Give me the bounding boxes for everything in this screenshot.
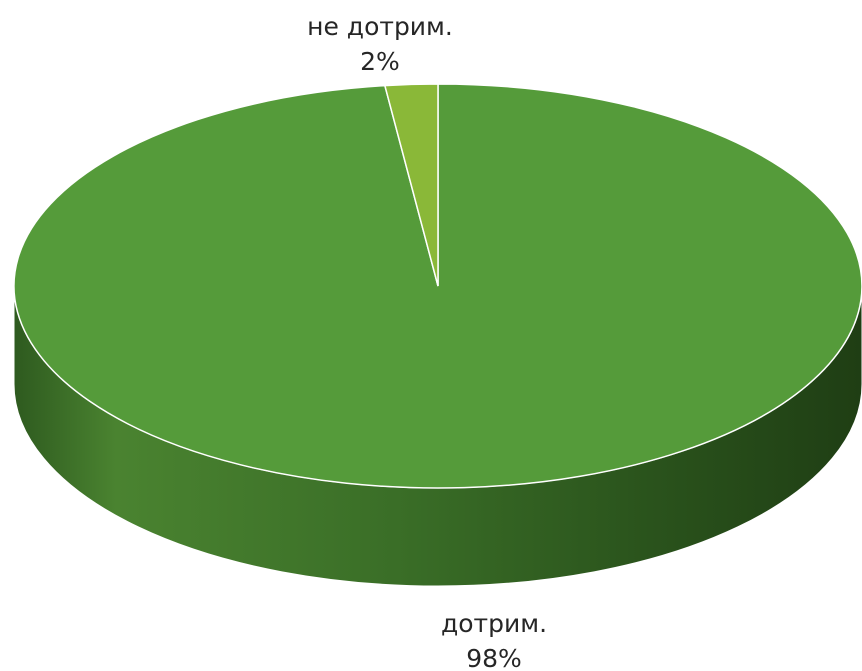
slice-label-ne-dotrim-category: не дотрим. bbox=[307, 12, 453, 41]
slice-label-dotrim-category: дотрим. bbox=[441, 609, 547, 638]
slice-label-dotrim-value: 98% bbox=[466, 644, 522, 671]
slice-label-ne-dotrim-value: 2% bbox=[360, 47, 400, 76]
pie-slice-ne-dotrim bbox=[383, 83, 439, 287]
